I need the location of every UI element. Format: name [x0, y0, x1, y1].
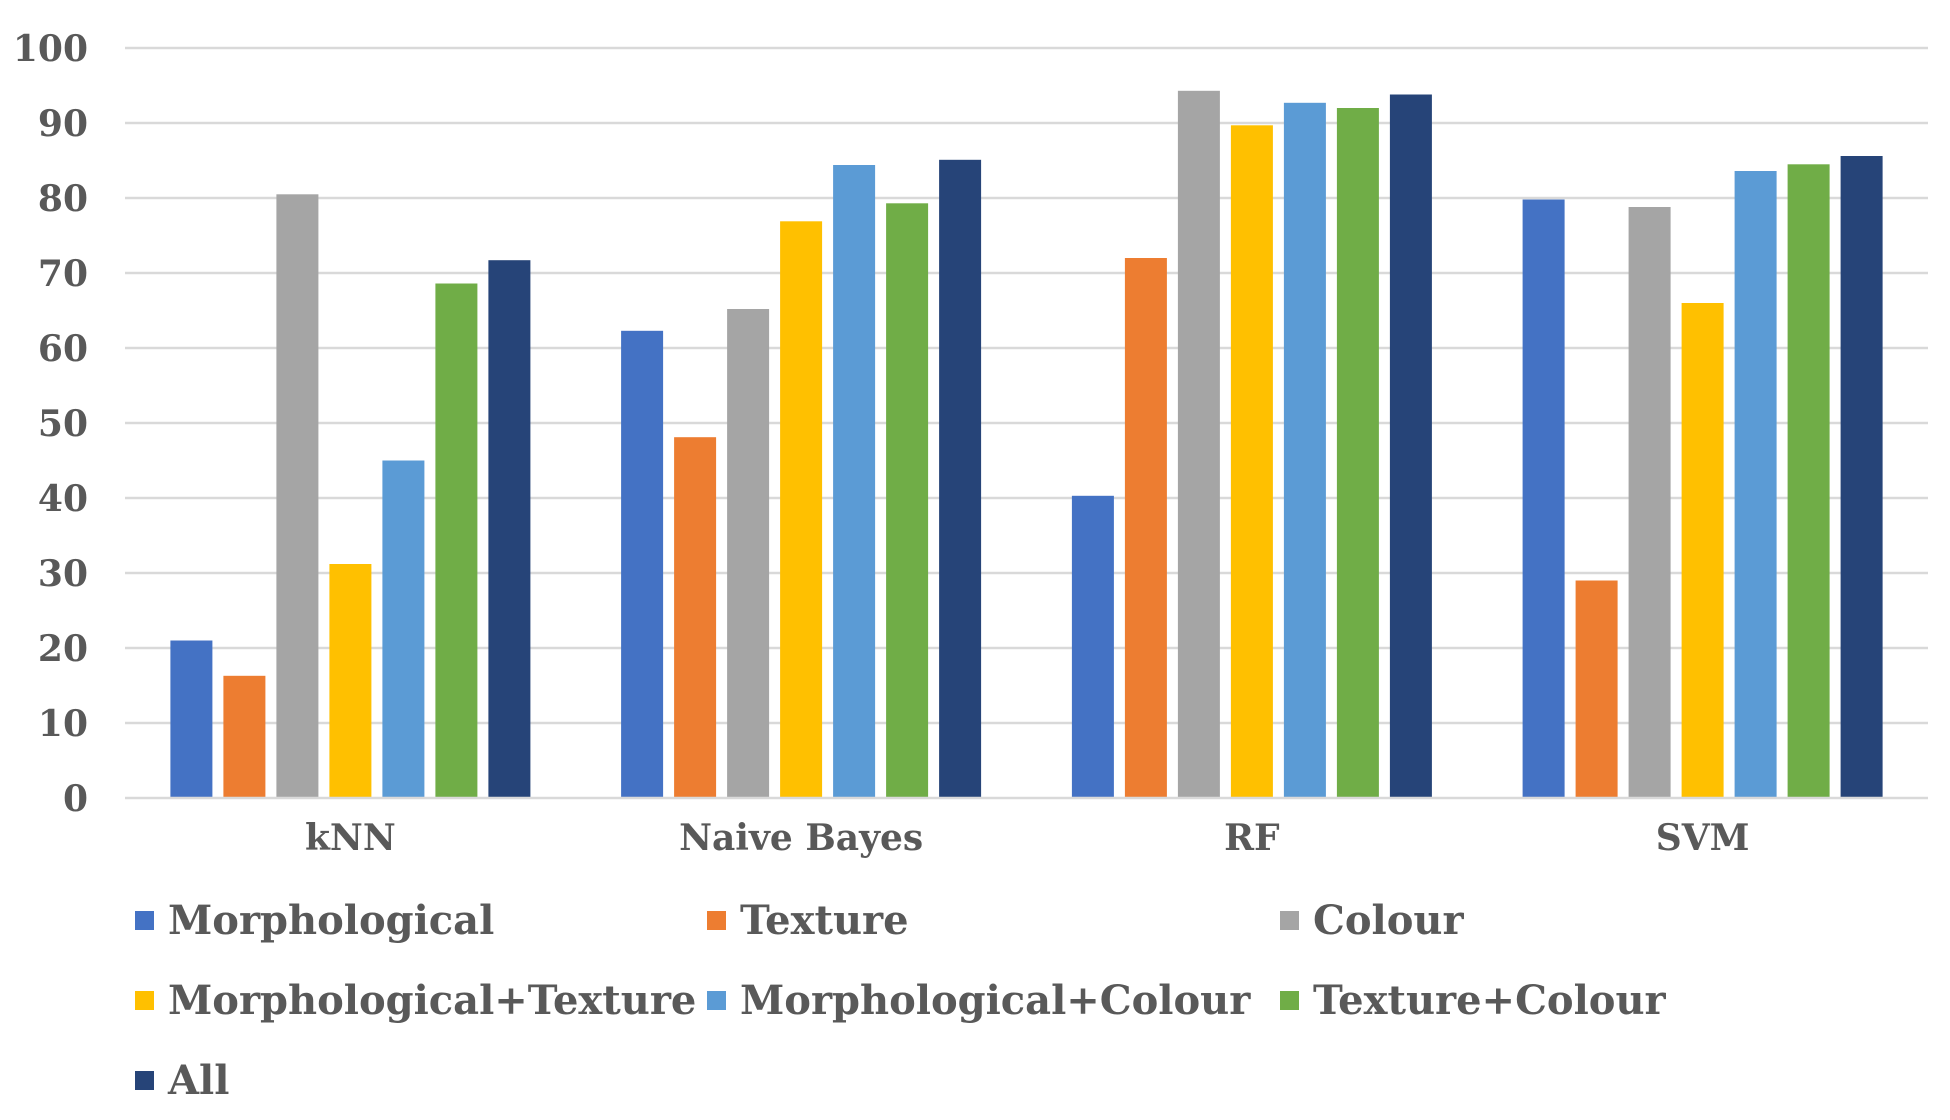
bar-naive-bayes-texture — [674, 437, 717, 798]
legend-label: Texture — [740, 896, 909, 944]
bar-rf-colour — [1177, 90, 1220, 799]
bar-svm-morphological-texture — [1681, 303, 1724, 798]
bar-naive-bayes-morphological-texture — [780, 221, 823, 799]
y-tick-label: 20 — [38, 628, 88, 670]
y-tick-label: 30 — [38, 553, 88, 595]
bar-svm-morphological — [1522, 199, 1565, 798]
bar-svm-all — [1840, 156, 1883, 798]
bar-naive-bayes-morphological — [621, 330, 664, 799]
y-tick-label: 40 — [38, 478, 88, 520]
bar-knn-morphological-texture — [329, 564, 372, 798]
legend-item: Texture+Colour — [1280, 970, 1666, 1030]
bar-rf-texture-colour — [1336, 108, 1379, 798]
gridlines — [125, 46, 1928, 725]
legend-label: Colour — [1313, 896, 1464, 944]
bar-knn-texture — [223, 675, 266, 799]
y-tick-label: 0 — [63, 778, 88, 820]
y-tick-label: 100 — [13, 28, 88, 70]
legend-swatch — [1280, 910, 1299, 930]
bar-rf-morphological-texture — [1230, 125, 1273, 799]
legend-item: Morphological+Colour — [707, 970, 1250, 1030]
legend-label: All — [168, 1056, 230, 1104]
bars — [170, 90, 1883, 799]
bar-knn-morphological — [170, 640, 213, 798]
bar-naive-bayes-texture-colour — [886, 203, 929, 799]
y-tick-label: 80 — [38, 178, 88, 220]
legend-item: Colour — [1280, 890, 1464, 950]
bar-rf-all — [1389, 94, 1432, 798]
bar-knn-colour — [276, 194, 319, 799]
x-tick-labels: kNN Naive Bayes RF SVM — [305, 817, 1750, 859]
legend-swatch — [707, 910, 726, 930]
y-tick-label: 50 — [38, 403, 88, 445]
y-tick-label: 90 — [38, 103, 88, 145]
legend-label: Morphological+Texture — [168, 976, 697, 1024]
legend-label: Morphological+Colour — [740, 976, 1251, 1024]
y-tick-label: 10 — [38, 703, 88, 745]
bar-chart: 0 10 20 30 40 50 60 70 80 90 100 kNN Naive Bayes RF S… — [13, 28, 1928, 859]
bar-knn-morphological-colour — [382, 460, 425, 798]
bar-naive-bayes-morphological-colour — [833, 165, 876, 798]
bar-svm-colour — [1628, 207, 1671, 798]
bar-rf-morphological-colour — [1283, 102, 1326, 799]
bar-svm-texture — [1575, 580, 1618, 798]
legend-swatch — [135, 990, 154, 1010]
legend-swatch — [135, 910, 154, 930]
x-tick-label: Naive Bayes — [679, 817, 923, 859]
bar-rf-texture — [1124, 258, 1167, 798]
legend-item: Morphological+Texture — [135, 970, 696, 1030]
legend-swatch — [135, 1070, 154, 1090]
y-tick-label: 70 — [38, 253, 88, 295]
legend-item: Texture — [707, 890, 909, 950]
legend-label: Morphological — [168, 896, 495, 944]
legend-label: Texture+Colour — [1313, 976, 1666, 1024]
bar-svm-texture-colour — [1787, 164, 1830, 799]
legend-item: Morphological — [135, 890, 494, 950]
y-tick-label: 60 — [38, 328, 88, 370]
legend-swatch — [1280, 990, 1299, 1010]
bar-knn-texture-colour — [435, 283, 478, 798]
x-tick-label: kNN — [305, 817, 396, 859]
y-tick-labels: 0 10 20 30 40 50 60 70 80 90 100 — [13, 28, 88, 820]
bar-svm-morphological-colour — [1734, 171, 1777, 798]
x-tick-label: SVM — [1656, 817, 1750, 859]
legend-item: All — [135, 1050, 229, 1110]
bar-naive-bayes-all — [939, 159, 982, 799]
x-tick-label: RF — [1224, 817, 1280, 859]
legend-swatch — [707, 990, 726, 1010]
bar-rf-morphological — [1071, 495, 1114, 799]
bar-knn-all — [488, 260, 531, 798]
bar-naive-bayes-colour — [727, 309, 770, 798]
